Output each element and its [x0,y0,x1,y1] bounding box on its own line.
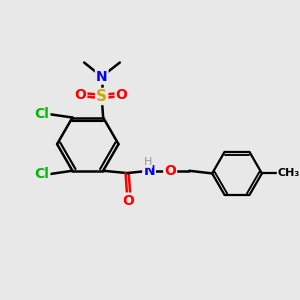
Text: S: S [96,89,107,104]
Text: Cl: Cl [34,107,50,121]
Text: N: N [143,164,155,178]
Text: O: O [123,194,134,208]
Text: O: O [116,88,128,102]
Text: O: O [74,88,86,102]
Text: H: H [143,157,152,167]
Text: CH₃: CH₃ [278,168,300,178]
Text: Cl: Cl [34,167,50,181]
Text: O: O [164,164,176,178]
Text: N: N [96,70,107,84]
